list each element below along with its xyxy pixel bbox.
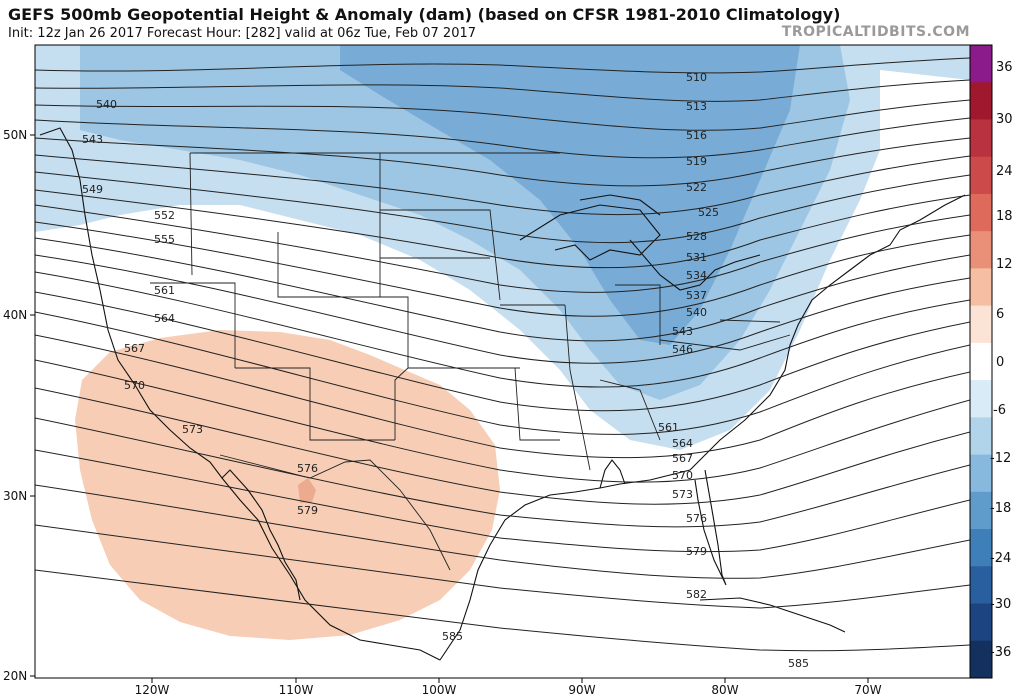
contour-label: 564 xyxy=(154,312,175,325)
contour-label: 552 xyxy=(154,209,175,222)
lat-label: 50N xyxy=(3,128,27,142)
contour-label: 570 xyxy=(124,379,145,392)
lon-label: 70W xyxy=(854,683,881,696)
longitude-axis: 120W 110W 100W 90W 80W 70W xyxy=(135,678,882,696)
lat-label: 40N xyxy=(3,308,27,322)
contour-label: 564 xyxy=(672,437,693,450)
contour-label: 543 xyxy=(672,325,693,338)
contour-label: 528 xyxy=(686,230,707,243)
colorbar-tick: 0 xyxy=(996,355,1004,370)
colorbar-swatch xyxy=(970,45,992,83)
contour-label: 579 xyxy=(686,545,707,558)
colorbar-swatch xyxy=(970,342,992,381)
contour-label: 522 xyxy=(686,181,707,194)
lat-label: 30N xyxy=(3,489,27,503)
colorbar-tick: 12 xyxy=(996,257,1013,272)
lon-label: 80W xyxy=(711,683,738,696)
contour-label: 561 xyxy=(658,421,679,434)
contour-label: 576 xyxy=(297,462,318,475)
contour-label: 573 xyxy=(672,488,693,501)
colorbar-swatch xyxy=(970,82,992,120)
colorbar xyxy=(969,44,993,679)
contour-label: 561 xyxy=(154,284,175,297)
contour-label: 531 xyxy=(686,251,707,264)
colorbar-tick: 24 xyxy=(996,164,1013,179)
contour-label: 519 xyxy=(686,155,707,168)
contour-label: 582 xyxy=(686,588,707,601)
colorbar-swatch xyxy=(970,305,992,344)
contour-label: 516 xyxy=(686,129,707,142)
contour-label: 534 xyxy=(686,269,707,282)
colorbar-tick: -30 xyxy=(990,597,1011,612)
map-title: GEFS 500mb Geopotential Height & Anomaly… xyxy=(8,5,841,24)
colorbar-swatch xyxy=(970,566,992,605)
lat-label: 20N xyxy=(3,669,27,683)
contour-label: 543 xyxy=(82,133,103,146)
colorbar-swatch xyxy=(970,119,992,158)
colorbar-swatch xyxy=(970,529,992,567)
contour-label: 540 xyxy=(686,306,707,319)
colorbar-border xyxy=(969,44,993,679)
negative-anomaly-core xyxy=(340,45,800,345)
contour-label: 540 xyxy=(96,98,117,111)
contour-label: 573 xyxy=(182,423,203,436)
contour-label: 567 xyxy=(124,342,145,355)
colorbar-tick: 30 xyxy=(996,112,1013,127)
colorbar-swatch xyxy=(970,603,992,642)
colorbar-swatch xyxy=(970,231,992,269)
lon-label: 90W xyxy=(568,683,595,696)
contour-label: 525 xyxy=(698,206,719,219)
contour-label: 585 xyxy=(442,630,463,643)
colorbar-swatch xyxy=(970,491,992,530)
colorbar-ticks: 36 30 24 18 12 6 0 -6 -12 -18 -24 -30 -3… xyxy=(990,60,1013,660)
colorbar-tick: 6 xyxy=(996,307,1004,322)
credit-watermark: TROPICALTIDBITS.COM xyxy=(781,24,970,40)
colorbar-tick: 18 xyxy=(996,209,1013,224)
positive-anomaly-region xyxy=(75,330,500,640)
contour-label: 549 xyxy=(82,183,103,196)
colorbar-swatch xyxy=(970,454,992,493)
contour-label: 585 xyxy=(788,657,809,670)
lon-label: 110W xyxy=(279,683,314,696)
lon-label: 100W xyxy=(422,683,457,696)
colorbar-swatch xyxy=(970,417,992,456)
colorbar-tick: -24 xyxy=(990,551,1011,566)
contour-labels: 510 513 516 519 522 525 528 531 534 537 … xyxy=(82,71,809,670)
contour-label: 546 xyxy=(672,343,693,356)
colorbar-tick: -18 xyxy=(990,501,1011,516)
colorbar-tick: -6 xyxy=(993,403,1006,418)
contour-label: 570 xyxy=(672,469,693,482)
lon-label: 120W xyxy=(135,683,170,696)
colorbar-tick: 36 xyxy=(996,60,1013,75)
colorbar-tick: -12 xyxy=(990,451,1011,466)
contour-label: 579 xyxy=(297,504,318,517)
colorbar-swatch xyxy=(970,640,992,679)
colorbar-swatch xyxy=(970,380,992,418)
contour-label: 555 xyxy=(154,233,175,246)
colorbar-swatch xyxy=(970,193,992,232)
contour-label: 513 xyxy=(686,100,707,113)
positive-anomaly-core xyxy=(298,478,316,503)
colorbar-tick: -36 xyxy=(990,645,1011,660)
height-contours xyxy=(35,57,970,652)
contour-label: 576 xyxy=(686,512,707,525)
map-subtitle: Init: 12z Jan 26 2017 Forecast Hour: [28… xyxy=(8,26,477,41)
latitude-axis: 50N 40N 30N 20N xyxy=(3,128,35,683)
colorbar-swatch xyxy=(970,268,992,307)
contour-label: 537 xyxy=(686,289,707,302)
contour-label: 567 xyxy=(672,452,693,465)
colorbar-swatch xyxy=(970,156,992,195)
contour-label: 510 xyxy=(686,71,707,84)
